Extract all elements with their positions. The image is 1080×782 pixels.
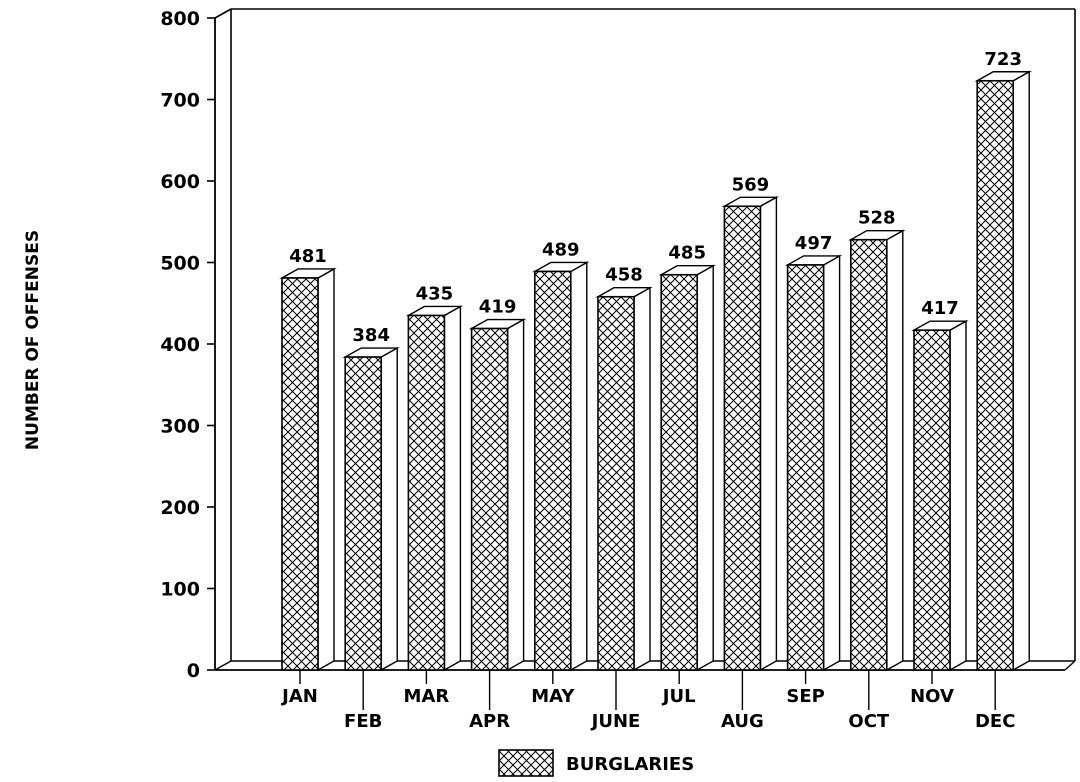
legend-swatch bbox=[499, 750, 553, 776]
data-label-jan: 481 bbox=[289, 246, 327, 267]
y-tick-label: 100 bbox=[160, 579, 200, 601]
y-axis-title: NUMBER OF OFFENSES bbox=[23, 230, 43, 450]
data-label-june: 458 bbox=[605, 265, 643, 286]
legend-label-burglaries: BURGLARIES bbox=[566, 754, 694, 775]
x-tick-label-mar: MAR bbox=[404, 686, 450, 707]
bar-side-face bbox=[381, 348, 397, 670]
bar-side-face bbox=[950, 321, 966, 670]
bar-nov bbox=[914, 330, 950, 670]
bar-side-face bbox=[318, 269, 334, 670]
bar-side-face bbox=[697, 266, 713, 670]
legend: BURGLARIES bbox=[499, 750, 694, 776]
bar-side-face bbox=[760, 197, 776, 670]
data-label-sep: 497 bbox=[795, 233, 833, 254]
bar-side-face bbox=[887, 231, 903, 670]
y-tick-label: 500 bbox=[160, 253, 200, 275]
bar-june bbox=[598, 297, 634, 670]
y-tick-label: 300 bbox=[160, 416, 200, 438]
y-tick-label: 600 bbox=[160, 171, 200, 193]
bar-side-face bbox=[634, 288, 650, 670]
y-tick-label: 0 bbox=[187, 660, 200, 682]
x-tick-label-june: JUNE bbox=[590, 711, 641, 732]
bar-side-face bbox=[824, 256, 840, 670]
bar-feb bbox=[345, 357, 381, 670]
bar-aug bbox=[724, 206, 760, 670]
floor-right-edge bbox=[1065, 661, 1075, 670]
data-label-jul: 485 bbox=[668, 243, 706, 264]
x-tick-label-may: MAY bbox=[531, 686, 575, 707]
x-tick-label-apr: APR bbox=[469, 711, 510, 732]
floor-left-edge bbox=[215, 661, 231, 670]
bar-may bbox=[535, 271, 571, 670]
data-label-dec: 723 bbox=[984, 49, 1022, 70]
bar-side-face bbox=[1013, 72, 1029, 670]
data-label-oct: 528 bbox=[858, 208, 896, 229]
x-tick-label-nov: NOV bbox=[910, 686, 954, 707]
bar-apr bbox=[472, 329, 508, 670]
data-label-feb: 384 bbox=[352, 325, 390, 346]
data-label-mar: 435 bbox=[416, 283, 454, 304]
x-tick-label-aug: AUG bbox=[721, 711, 764, 732]
data-label-may: 489 bbox=[542, 239, 580, 260]
x-tick-label-jan: JAN bbox=[280, 686, 318, 707]
y-axis-depth-top bbox=[215, 9, 231, 18]
x-tick-label-oct: OCT bbox=[848, 711, 890, 732]
bar-jul bbox=[661, 275, 697, 670]
bar-sep bbox=[788, 265, 824, 670]
data-label-aug: 569 bbox=[732, 174, 770, 195]
y-tick-label: 400 bbox=[160, 334, 200, 356]
data-label-nov: 417 bbox=[921, 298, 959, 319]
x-tick-label-feb: FEB bbox=[344, 711, 382, 732]
x-tick-label-jul: JUL bbox=[661, 686, 696, 707]
x-tick-label-dec: DEC bbox=[975, 711, 1015, 732]
bar-side-face bbox=[508, 320, 524, 670]
x-tick-label-sep: SEP bbox=[786, 686, 824, 707]
bar-side-face bbox=[444, 306, 460, 670]
data-label-apr: 419 bbox=[479, 297, 517, 318]
y-tick-label: 200 bbox=[160, 497, 200, 519]
bar-side-face bbox=[571, 262, 587, 670]
bar-jan bbox=[282, 278, 318, 670]
bar-oct bbox=[851, 240, 887, 670]
y-tick-label: 800 bbox=[160, 8, 200, 30]
bar-mar bbox=[408, 315, 444, 670]
y-tick-label: 700 bbox=[160, 90, 200, 112]
bars bbox=[282, 72, 1029, 670]
bar-dec bbox=[977, 81, 1013, 670]
